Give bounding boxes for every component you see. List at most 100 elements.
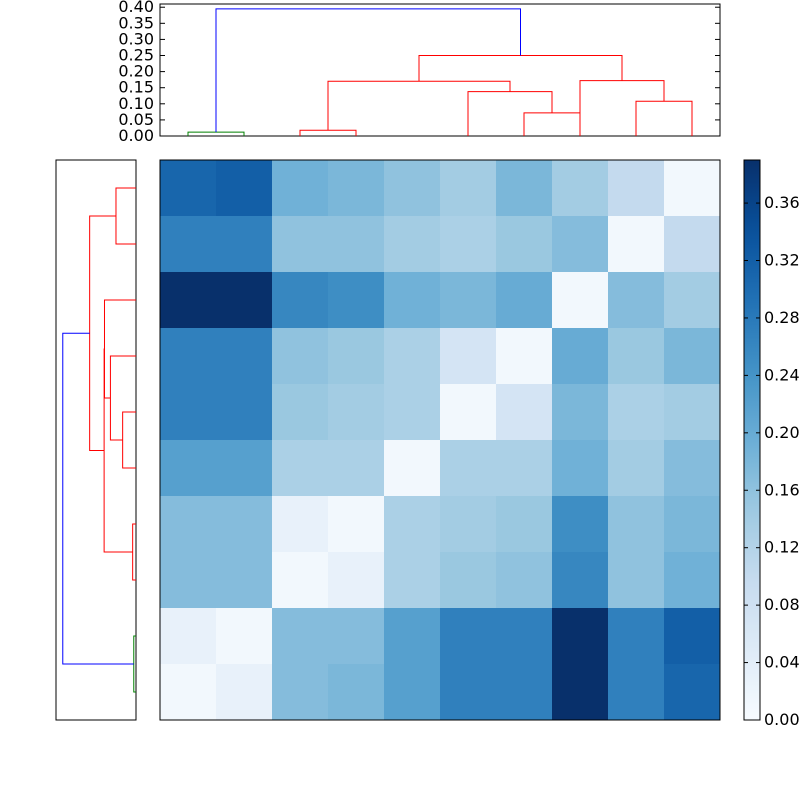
- colorbar: 0.00 0.04 0.08 0.12 0.16 0.20 0.24 0.28 0.32 0.36: [743, 159, 800, 729]
- top-dendrogram-tick-label-8: 0.40: [118, 0, 154, 16]
- heatmap-cell-r5-c9: [664, 440, 721, 497]
- heatmap-cell-r2-c1: [216, 272, 273, 329]
- heatmap-cell-r6-c4: [384, 496, 441, 553]
- heatmap-cell-r7-c7: [552, 552, 609, 609]
- top-dendrogram-link-4: [467, 91, 553, 136]
- heatmap-cell-r8-c7: [552, 608, 609, 665]
- heatmap-cell-r6-c3: [328, 496, 385, 553]
- heatmap-cell-r3-c6: [496, 328, 553, 385]
- heatmap-cell-r5-c6: [496, 440, 553, 497]
- heatmap-cell-r8-c4: [384, 608, 441, 665]
- top-dendrogram-tick-label-2: 0.10: [118, 94, 154, 113]
- heatmap-cell-r3-c8: [608, 328, 665, 385]
- top-dendrogram-link-6: [579, 80, 665, 136]
- top-dendrogram-frame: [159, 3, 721, 137]
- heatmap-cell-r2-c6: [496, 272, 553, 329]
- top-dendrogram-link-2: [523, 112, 581, 136]
- heatmap-cell-r6-c2: [272, 496, 329, 553]
- top-dendrogram: 0.000.050.100.150.200.250.300.350.40: [118, 0, 721, 145]
- heatmap-cell-r9-c6: [496, 664, 553, 721]
- heatmap-frame: [159, 159, 721, 721]
- heatmap-cell-r4-c0: [160, 384, 217, 441]
- colorbar-tick-label-7: 0.28: [764, 308, 800, 327]
- heatmap-cell-r7-c4: [384, 552, 441, 609]
- top-dendrogram-tick-label-3: 0.15: [118, 78, 154, 97]
- heatmap-cell-r1-c6: [496, 216, 553, 273]
- colorbar-tick-label-6: 0.24: [764, 365, 800, 384]
- heatmap-cell-r6-c6: [496, 496, 553, 553]
- top-dendrogram-link-5: [327, 80, 511, 131]
- left-dendrogram-link-1: [132, 523, 136, 581]
- heatmap-cell-r9-c9: [664, 664, 721, 721]
- heatmap-cell-r6-c7: [552, 496, 609, 553]
- top-dendrogram-link-3: [635, 100, 693, 136]
- heatmap-cell-r5-c2: [272, 440, 329, 497]
- left-dendrogram-link-2: [122, 411, 136, 469]
- heatmap-cell-r2-c5: [440, 272, 497, 329]
- heatmap-cell-r4-c2: [272, 384, 329, 441]
- heatmap-cell-r4-c4: [384, 384, 441, 441]
- heatmap-cell-r8-c1: [216, 608, 273, 665]
- heatmap-cell-r2-c3: [328, 272, 385, 329]
- left-dendrogram: [55, 159, 137, 721]
- heatmap-cell-r3-c7: [552, 328, 609, 385]
- colorbar-tick-label-0: 0.00: [764, 710, 800, 729]
- heatmap-cell-r3-c9: [664, 328, 721, 385]
- heatmap-cell-r4-c5: [440, 384, 497, 441]
- heatmap-cell-r2-c7: [552, 272, 609, 329]
- heatmap-cell-r3-c1: [216, 328, 273, 385]
- heatmap-cell-r8-c0: [160, 608, 217, 665]
- heatmap: [159, 159, 721, 721]
- top-dendrogram-tick-label-4: 0.20: [118, 62, 154, 81]
- heatmap-cell-r9-c7: [552, 664, 609, 721]
- left-dendrogram-frame: [55, 159, 137, 721]
- heatmap-cell-r6-c1: [216, 496, 273, 553]
- heatmap-cell-r2-c8: [608, 272, 665, 329]
- heatmap-cell-r9-c1: [216, 664, 273, 721]
- heatmap-cell-r4-c3: [328, 384, 385, 441]
- heatmap-cell-r8-c8: [608, 608, 665, 665]
- heatmap-cell-r0-c1: [216, 160, 273, 217]
- heatmap-cell-r9-c0: [160, 664, 217, 721]
- left-dendrogram-link-6: [103, 348, 133, 553]
- colorbar-tick-label-1: 0.04: [764, 653, 800, 672]
- heatmap-cell-r9-c3: [328, 664, 385, 721]
- heatmap-cell-r2-c0: [160, 272, 217, 329]
- colorbar-tick-label-2: 0.08: [764, 595, 800, 614]
- heatmap-cell-r1-c3: [328, 216, 385, 273]
- heatmap-cell-r5-c3: [328, 440, 385, 497]
- heatmap-cell-r2-c2: [272, 272, 329, 329]
- heatmap-cell-r0-c2: [272, 160, 329, 217]
- heatmap-cell-r8-c9: [664, 608, 721, 665]
- heatmap-cell-r0-c4: [384, 160, 441, 217]
- heatmap-cell-r4-c8: [608, 384, 665, 441]
- left-dendrogram-link-7: [89, 215, 116, 451]
- heatmap-cell-r7-c8: [608, 552, 665, 609]
- top-dendrogram-link-0: [187, 131, 245, 136]
- heatmap-cell-r7-c2: [272, 552, 329, 609]
- heatmap-cell-r3-c4: [384, 328, 441, 385]
- heatmap-cell-r1-c7: [552, 216, 609, 273]
- heatmap-cell-r1-c5: [440, 216, 497, 273]
- colorbar-tick-label-4: 0.16: [764, 480, 800, 499]
- heatmap-cell-r3-c2: [272, 328, 329, 385]
- top-dendrogram-link-8: [215, 8, 521, 133]
- heatmap-cell-r7-c3: [328, 552, 385, 609]
- heatmap-cell-r0-c3: [328, 160, 385, 217]
- heatmap-cell-r2-c4: [384, 272, 441, 329]
- top-dendrogram-tick-label-6: 0.30: [118, 29, 154, 48]
- heatmap-cell-r8-c3: [328, 608, 385, 665]
- heatmap-cell-r2-c9: [664, 272, 721, 329]
- heatmap-cell-r5-c8: [608, 440, 665, 497]
- heatmap-cell-r7-c1: [216, 552, 273, 609]
- left-dendrogram-link-5: [103, 299, 136, 399]
- heatmap-cell-r7-c0: [160, 552, 217, 609]
- heatmap-cell-r8-c2: [272, 608, 329, 665]
- left-dendrogram-link-4: [109, 355, 136, 441]
- heatmap-cell-r3-c3: [328, 328, 385, 385]
- top-dendrogram-link-1: [299, 129, 357, 136]
- heatmap-cell-r4-c7: [552, 384, 609, 441]
- top-dendrogram-tick-label-7: 0.35: [118, 13, 154, 32]
- heatmap-cell-r1-c4: [384, 216, 441, 273]
